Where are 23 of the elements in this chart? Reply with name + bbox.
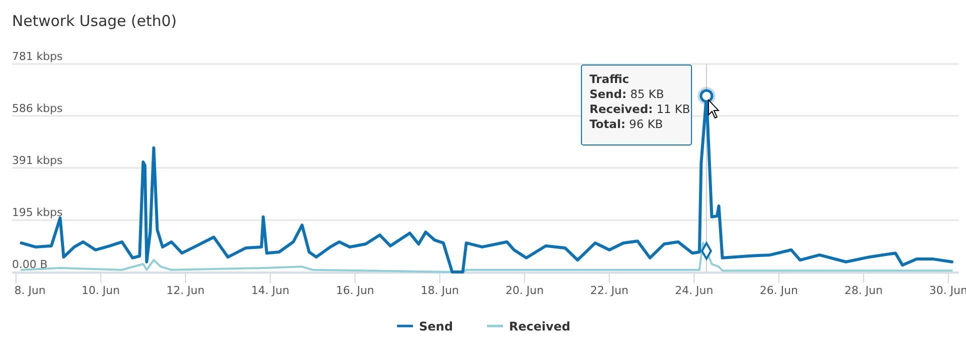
x-tick-label: 18. Jun: [420, 284, 459, 297]
legend-label: Send: [419, 320, 453, 334]
annotation: Total: 96 KB: [589, 117, 663, 131]
x-tick-label: 28. Jun: [844, 284, 883, 297]
y-tick-label: 391 kbps: [12, 154, 63, 167]
chart-title: Network Usage (eth0): [12, 12, 177, 30]
x-tick-label: 16. Jun: [336, 284, 374, 297]
y-tick-label: 586 kbps: [12, 102, 63, 115]
x-tick-label: 12. Jun: [166, 284, 205, 297]
y-tick-label: 195 kbps: [12, 206, 63, 220]
y-tick-label: 781 kbps: [12, 50, 63, 63]
legend-label: Received: [509, 320, 570, 334]
x-tick-label: 24. Jun: [675, 284, 714, 297]
x-tick-label: 20. Jun: [505, 284, 544, 297]
x-tick-label: 22. Jun: [590, 284, 628, 297]
x-tick-label: 8. Jun: [14, 284, 46, 297]
x-tick-label: 26. Jun: [760, 284, 798, 297]
y-tick-label: 0.00 B: [12, 258, 48, 271]
annotation: Received: 11 KB: [589, 102, 690, 116]
x-tick-label: 14. Jun: [251, 284, 290, 297]
x-tick-label: 10. Jun: [82, 284, 120, 297]
annotation: Send: 85 KB: [589, 87, 664, 101]
annotation: Traffic: [589, 72, 630, 86]
